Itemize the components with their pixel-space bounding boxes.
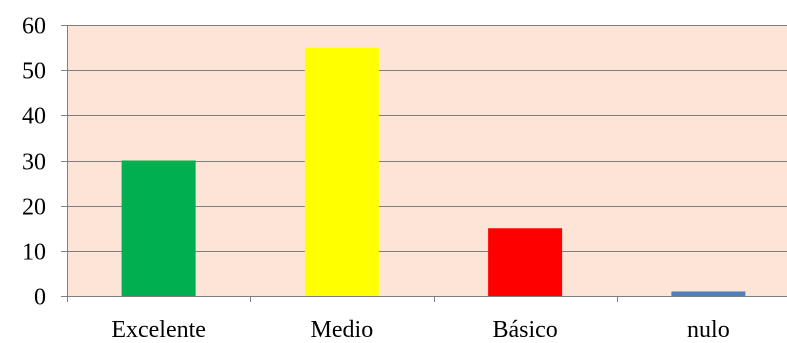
bar-básico: [488, 228, 563, 296]
y-tick-label: 60: [22, 14, 46, 40]
x-category-label: nulo: [687, 317, 730, 343]
bar-nulo: [671, 291, 746, 296]
y-tick-label: 10: [22, 240, 46, 266]
y-tick-label: 50: [22, 59, 46, 85]
x-category-label: Excelente: [111, 317, 206, 343]
y-tick-label: 30: [22, 150, 46, 176]
bars: [121, 47, 746, 297]
y-tick-label: 20: [22, 195, 46, 221]
x-category-label: Medio: [311, 317, 374, 343]
y-tick-label: 0: [34, 285, 46, 311]
bar-medio: [304, 47, 379, 297]
x-category-label: Básico: [492, 317, 557, 343]
bar-excelente: [121, 160, 196, 296]
y-axis: 0 10 20 30 40 50 60: [22, 14, 68, 311]
x-axis: Excelente Medio Básico nulo: [67, 296, 787, 343]
y-tick-label: 40: [22, 104, 46, 130]
